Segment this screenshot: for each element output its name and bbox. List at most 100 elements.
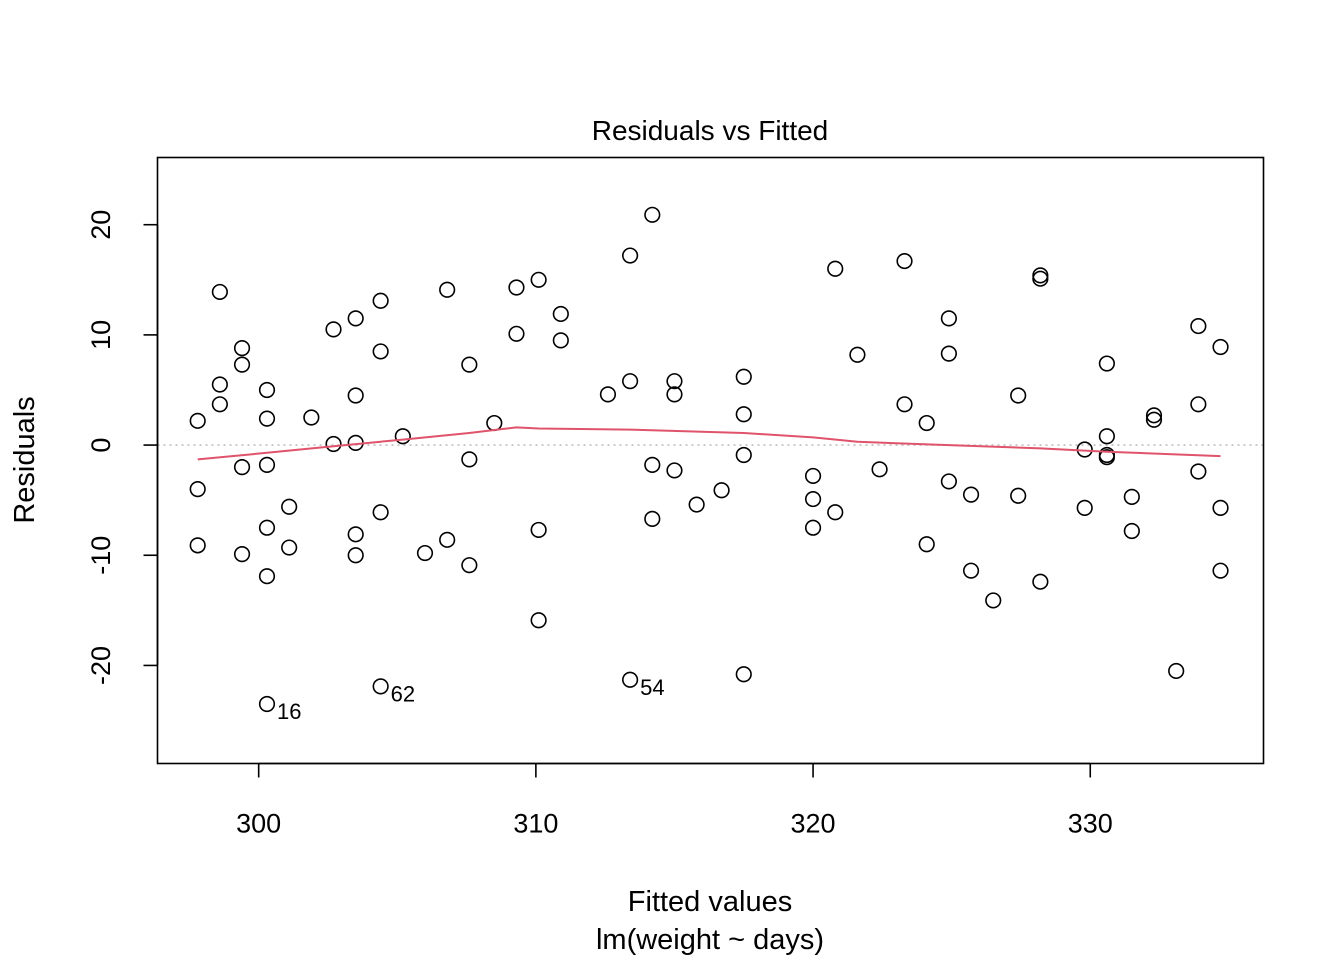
residual-point — [233, 459, 251, 476]
residual-point — [1098, 428, 1115, 445]
residual-point — [486, 414, 503, 432]
residual-point — [189, 537, 206, 554]
residual-point — [1145, 411, 1163, 428]
y-tick-label: 0 — [86, 438, 116, 453]
residual-point — [552, 332, 569, 349]
residual-point — [439, 281, 456, 298]
point-label: 16 — [277, 699, 301, 724]
x-tick-label: 320 — [791, 809, 836, 839]
residual-point — [827, 504, 844, 521]
residual-point — [918, 536, 935, 553]
residual-point — [827, 260, 844, 277]
residual-point — [1190, 463, 1207, 480]
residual-point — [644, 510, 661, 527]
residual-point — [281, 498, 298, 515]
residual-point — [1212, 562, 1229, 579]
y-tick-label: -20 — [86, 646, 116, 685]
x-tick-label: 300 — [236, 809, 281, 839]
residual-point — [233, 546, 251, 563]
residual-point — [211, 396, 228, 413]
residual-point — [508, 279, 525, 296]
residual-point — [1123, 488, 1140, 505]
residual-point — [258, 381, 276, 399]
residual-point — [735, 368, 752, 385]
y-tick-label: 20 — [86, 210, 116, 240]
residual-point — [372, 678, 389, 695]
x-tick-label: 330 — [1068, 809, 1113, 839]
residual-point — [644, 456, 661, 474]
residual-point — [211, 376, 228, 393]
residual-point — [1212, 338, 1229, 356]
residual-point — [666, 373, 683, 390]
residual-point — [1212, 499, 1229, 516]
residual-point — [804, 519, 822, 536]
residual-point — [530, 612, 547, 629]
residual-point — [461, 451, 478, 468]
residual-point — [372, 292, 389, 309]
residual-point — [1032, 267, 1049, 284]
residual-point — [281, 539, 298, 556]
residual-point — [303, 409, 320, 426]
residual-point — [1145, 407, 1163, 424]
residual-point — [1010, 487, 1027, 504]
residual-point — [849, 346, 866, 363]
residual-point — [622, 671, 639, 688]
residual-point — [1190, 396, 1207, 413]
residual-point — [622, 247, 639, 264]
x-tick-label: 310 — [513, 809, 558, 839]
residual-point — [347, 310, 364, 327]
residual-point — [372, 504, 389, 521]
residual-point — [530, 271, 547, 288]
residual-point — [804, 467, 822, 485]
residual-point — [372, 343, 389, 360]
residual-point — [552, 305, 569, 323]
y-tick-label: -10 — [86, 536, 116, 575]
residual-point — [211, 283, 228, 301]
x-axis-label: Fitted values — [628, 886, 792, 918]
residual-point — [394, 428, 411, 445]
residual-point — [258, 568, 276, 585]
residual-point — [233, 340, 251, 357]
residual-point — [644, 206, 661, 223]
residual-point — [896, 252, 913, 270]
plot-frame — [156, 156, 1265, 765]
point-label: 54 — [640, 675, 664, 700]
residual-point — [940, 310, 957, 327]
residual-point — [325, 321, 342, 338]
residual-point — [347, 387, 364, 404]
residual-point — [940, 345, 957, 362]
point-labels: 16 62 54 — [277, 675, 665, 724]
residual-point — [416, 544, 434, 562]
residual-point — [1010, 387, 1027, 404]
residual-point — [985, 592, 1002, 609]
residual-point — [735, 446, 752, 464]
axes-ticks: 300 310 320 330 -20 -10 0 10 20 — [86, 210, 1113, 839]
residual-point — [1098, 449, 1115, 466]
residual-point — [940, 473, 957, 490]
residual-point — [599, 386, 617, 403]
y-tick-label: 10 — [86, 320, 116, 350]
residual-point — [189, 481, 206, 498]
residual-point — [962, 562, 980, 579]
residual-point — [347, 526, 364, 543]
residual-point — [530, 521, 547, 539]
residual-point — [666, 386, 683, 403]
chart-title: Residuals vs Fitted — [592, 115, 829, 146]
residual-point — [325, 435, 342, 453]
residual-point — [804, 490, 822, 508]
residual-point — [258, 695, 276, 713]
residual-point — [258, 456, 276, 474]
residual-point — [1123, 522, 1140, 540]
residual-point — [439, 531, 456, 548]
residual-point — [347, 547, 364, 564]
smoother-line — [197, 426, 1221, 461]
residual-point — [871, 461, 888, 478]
residual-point — [666, 462, 683, 479]
residual-point — [1032, 573, 1049, 590]
residual-point — [508, 325, 525, 342]
residual-point — [962, 486, 980, 503]
residual-point — [461, 557, 478, 574]
residual-point — [1098, 355, 1115, 372]
residual-point — [1190, 317, 1207, 335]
